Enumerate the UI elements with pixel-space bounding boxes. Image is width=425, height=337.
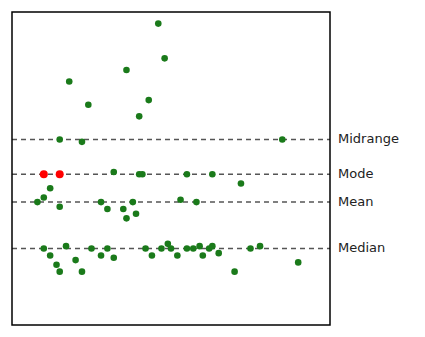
point bbox=[142, 245, 149, 252]
point bbox=[130, 199, 137, 206]
point bbox=[123, 215, 130, 222]
point bbox=[63, 243, 70, 250]
point bbox=[47, 252, 54, 259]
plot: Midrange Mode Mean Median bbox=[12, 12, 399, 325]
point bbox=[209, 243, 216, 250]
annotation-label: Mean bbox=[338, 194, 373, 209]
annotation-label: Median bbox=[338, 240, 385, 255]
point bbox=[88, 245, 95, 252]
point bbox=[184, 245, 191, 252]
point bbox=[209, 171, 216, 178]
point bbox=[238, 180, 245, 187]
point bbox=[34, 199, 41, 206]
point bbox=[161, 55, 168, 62]
point bbox=[104, 245, 111, 252]
point bbox=[168, 245, 175, 252]
point bbox=[136, 171, 143, 178]
plot-frame bbox=[12, 12, 330, 325]
point bbox=[190, 245, 197, 252]
point bbox=[66, 78, 73, 85]
point bbox=[193, 199, 200, 206]
point bbox=[56, 268, 63, 275]
annotation-label: Mode bbox=[338, 166, 373, 181]
point bbox=[110, 254, 117, 261]
point bbox=[123, 67, 130, 74]
point bbox=[158, 245, 165, 252]
point bbox=[196, 243, 203, 250]
point bbox=[56, 170, 64, 178]
point bbox=[79, 268, 86, 275]
point bbox=[47, 185, 54, 192]
point bbox=[98, 252, 105, 259]
point bbox=[184, 171, 191, 178]
point bbox=[295, 259, 302, 266]
point bbox=[177, 197, 184, 204]
point bbox=[72, 257, 79, 264]
point bbox=[145, 97, 152, 104]
point bbox=[247, 245, 254, 252]
point bbox=[149, 252, 156, 259]
point bbox=[120, 206, 127, 213]
series bbox=[40, 170, 64, 178]
point bbox=[136, 113, 143, 120]
point bbox=[110, 169, 117, 176]
point bbox=[257, 243, 264, 250]
point bbox=[279, 136, 286, 143]
annotation-label: Midrange bbox=[338, 131, 399, 146]
point bbox=[104, 206, 111, 213]
point bbox=[79, 139, 86, 146]
point bbox=[133, 210, 140, 217]
chart: Midrange Mode Mean Median bbox=[0, 0, 425, 337]
point bbox=[40, 170, 48, 178]
point bbox=[215, 250, 222, 257]
point bbox=[85, 101, 92, 108]
point bbox=[53, 261, 60, 268]
point bbox=[41, 194, 48, 201]
series bbox=[34, 20, 301, 275]
point bbox=[98, 199, 105, 206]
marks bbox=[12, 20, 330, 275]
point bbox=[231, 268, 238, 275]
point bbox=[200, 252, 207, 259]
point bbox=[41, 245, 48, 252]
point bbox=[56, 203, 63, 210]
point bbox=[174, 252, 181, 259]
point bbox=[155, 20, 162, 27]
reference-line bbox=[12, 201, 330, 203]
point bbox=[56, 136, 63, 143]
